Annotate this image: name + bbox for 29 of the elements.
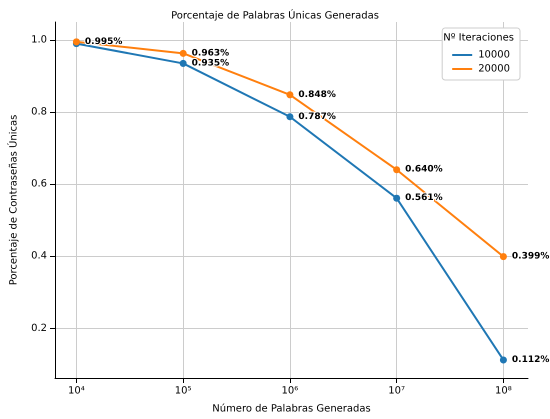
data-label: 0.963% (192, 48, 230, 58)
data-label: 0.640% (405, 164, 443, 175)
point (286, 113, 294, 120)
point (393, 194, 400, 202)
point (500, 356, 507, 364)
x-axis-title: Número de Palabras Generadas (212, 404, 371, 414)
x-tick-label: 10⁵ (174, 386, 192, 396)
point (500, 253, 507, 260)
y-axis-title: Porcentaje de Contraseñas Únicas (6, 114, 20, 286)
point (180, 60, 187, 67)
data-label: 0.848% (298, 90, 336, 100)
point (286, 91, 294, 98)
y-tick-label: 1.0 (31, 34, 47, 46)
y-tick-label: 0.4 (31, 250, 47, 262)
x-tick-label: 10⁴ (68, 386, 85, 396)
data-label: 0.399% (512, 252, 550, 262)
data-label: 0.112% (512, 354, 550, 365)
y-tick-label: 0.8 (31, 106, 47, 118)
legend-title: Nº Iteraciones (443, 32, 514, 44)
chart-title: Porcentaje de Palabras Únicas Generadas (171, 8, 379, 22)
x-tick-label: 10⁶ (282, 386, 298, 396)
legend-label: 20000 (478, 64, 510, 74)
point (180, 50, 187, 57)
x-tick-label: 10⁸ (495, 386, 512, 396)
y-tick-label: 0.2 (31, 322, 47, 334)
x-tick-label: 10⁷ (388, 386, 406, 396)
y-tick-label: 0.6 (31, 178, 47, 190)
point (393, 166, 400, 174)
legend-label: 10000 (478, 50, 510, 60)
